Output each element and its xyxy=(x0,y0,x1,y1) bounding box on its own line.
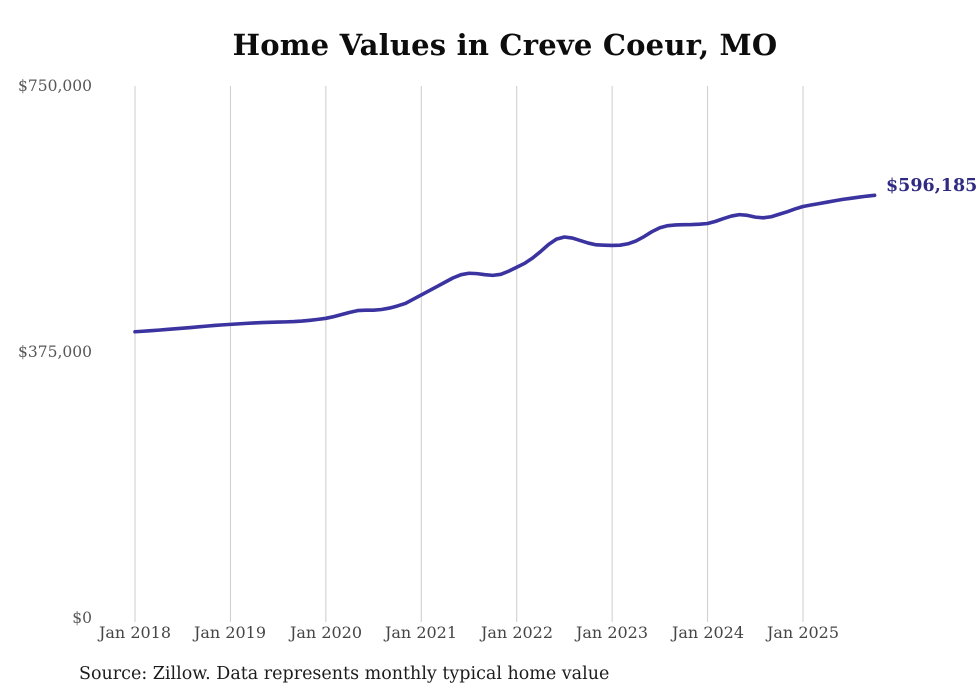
x-axis-label-2023: Jan 2023 xyxy=(575,623,649,642)
source-note: Source: Zillow. Data represents monthly … xyxy=(79,664,610,684)
x-axis-label-2024: Jan 2024 xyxy=(671,623,745,642)
x-axis-label-2021: Jan 2021 xyxy=(384,623,458,642)
x-axis-label-2018: Jan 2018 xyxy=(98,623,172,642)
y-axis-label-0: $0 xyxy=(72,609,92,627)
end-value-label: $596,185 xyxy=(886,176,978,196)
x-axis-label-2019: Jan 2019 xyxy=(193,623,267,642)
x-axis-label-2022: Jan 2022 xyxy=(480,623,554,642)
y-axis-label-375000: $375,000 xyxy=(18,343,92,361)
x-axis-label-2020: Jan 2020 xyxy=(289,623,363,642)
x-axis-label-2025: Jan 2025 xyxy=(766,623,840,642)
line-series xyxy=(133,193,877,334)
chart-title: Home Values in Creve Coeur, MO xyxy=(232,28,778,62)
y-axis-label-750000: $750,000 xyxy=(18,77,92,95)
